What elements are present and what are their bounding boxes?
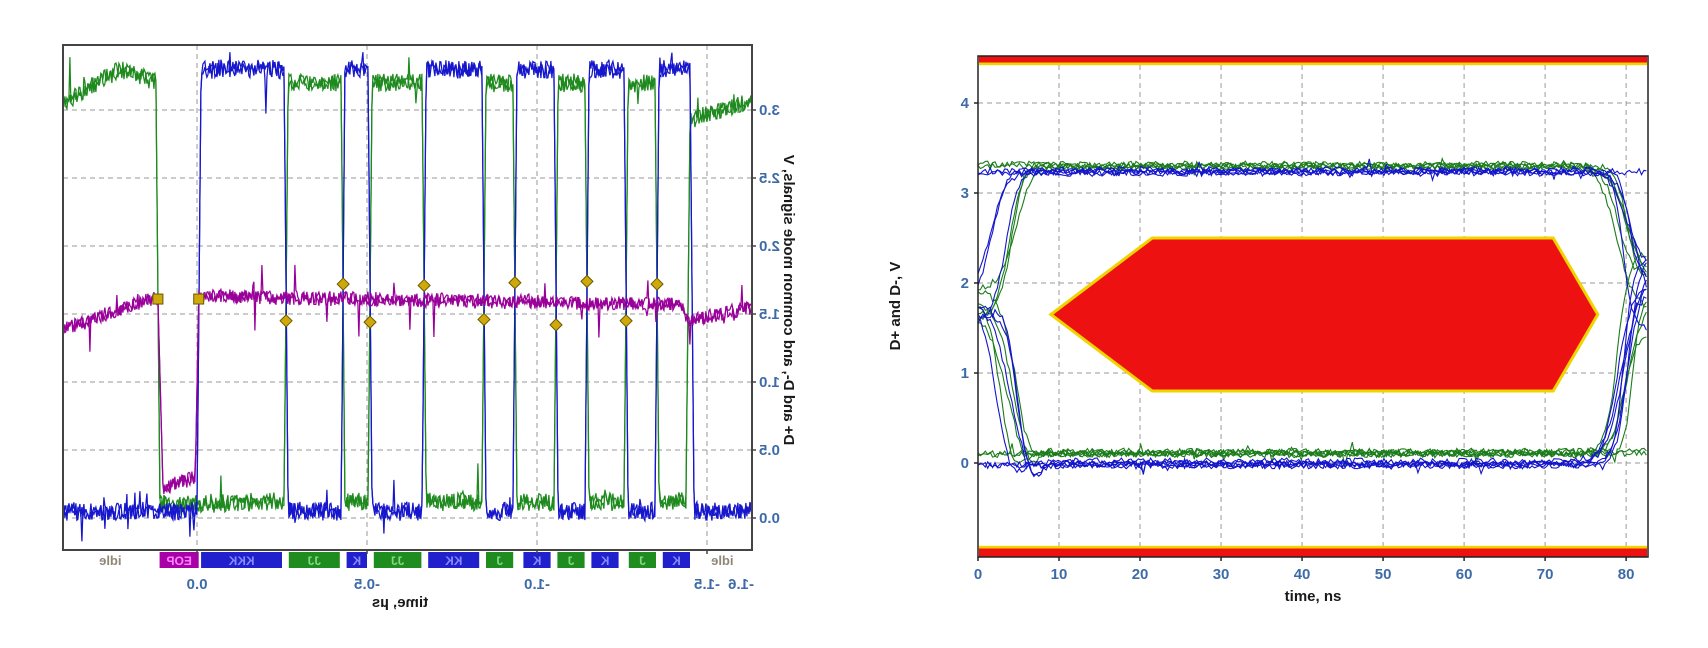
segment-box <box>591 552 619 568</box>
eye-mask-hexagon <box>1048 236 1600 393</box>
segment-box <box>628 552 656 568</box>
segment-label: K <box>352 554 361 568</box>
transition-diamond-marker <box>336 277 350 291</box>
x-tick-label: 40 <box>1294 566 1311 583</box>
x-tick-label: 50 <box>1375 566 1392 583</box>
y-tick-label: 1 <box>961 365 969 382</box>
x-tick-label: 0 <box>974 566 982 583</box>
usb-packet-chart: idle K J K J K J KK JJ K JJ KKK EOP idle 0.0 -0.5 -1.0 -1… <box>0 0 800 648</box>
transition-diamond-marker <box>580 274 594 289</box>
y-tick-label: 2.0 <box>759 238 780 255</box>
usb-eye-chart: 0 10 20 30 40 50 60 70 80 0 1 2 3 4 time, ns D+ and D… <box>880 0 1708 648</box>
left-y-axis-title: D+ and D-, and common mode signals, V <box>780 155 797 445</box>
y-tick-label: 0.5 <box>759 442 780 459</box>
eye-trace-blue <box>978 158 1647 278</box>
transition-diamond-marker <box>650 277 664 291</box>
y-tick-label: 1.5 <box>759 306 780 323</box>
right-y-axis-title: D+ and D-, V <box>887 262 904 351</box>
left-x-axis-title: time, µs <box>372 594 428 611</box>
segment-box <box>523 552 551 568</box>
y-tick-label: 0.0 <box>759 510 780 527</box>
x-tick-label: 10 <box>1051 566 1068 583</box>
segment-label-idle: idle <box>711 553 733 568</box>
segment-label: K <box>532 554 541 568</box>
transition-diamond-marker <box>477 312 491 327</box>
x-tick-label: 70 <box>1537 566 1554 583</box>
eye-trace-green <box>978 161 1647 321</box>
segment-box <box>288 552 340 568</box>
y-tick-label: 0 <box>961 455 969 472</box>
x-tick-label: 0.0 <box>187 576 208 593</box>
transition-diamond-marker <box>363 315 377 329</box>
x-tick-label: 30 <box>1213 566 1230 583</box>
segment-label-idle: idle <box>99 553 121 568</box>
eop-square-marker <box>193 293 205 305</box>
waveform-traces <box>63 52 752 542</box>
eye-trace-green <box>978 290 1647 458</box>
segment-label: K <box>600 554 609 568</box>
transition-diamond-marker <box>619 314 633 328</box>
segment-box <box>373 552 422 568</box>
segment-box <box>428 552 480 568</box>
segment-label: JJ <box>308 554 321 568</box>
x-tick-label: -0.5 <box>354 576 380 593</box>
y-tick-label: 4 <box>961 95 970 112</box>
eye-trace-blue <box>978 296 1647 476</box>
x-tick-label: 80 <box>1618 566 1635 583</box>
segment-label: J <box>639 554 646 568</box>
x-tick-label: -1.5 <box>694 576 720 593</box>
x-corner-tick-label: -1.6 <box>728 576 754 593</box>
segment-box <box>557 552 585 568</box>
eye-trace-blue <box>978 167 1647 286</box>
eye-traces <box>978 156 1647 478</box>
transition-diamond-marker <box>549 318 563 332</box>
y-tick-label: 1.0 <box>759 374 780 391</box>
plot-frame <box>977 55 1649 558</box>
transition-diamond-marker <box>417 278 431 293</box>
segment-label: EOP <box>166 554 191 568</box>
plot-frame <box>62 44 753 551</box>
segment-box <box>662 552 690 568</box>
segment-box <box>486 552 514 568</box>
segment-box <box>346 552 367 568</box>
eye-trace-green <box>978 251 1647 465</box>
eop-square-marker <box>152 293 164 305</box>
x-tick-label: 20 <box>1132 566 1149 583</box>
segment-label: KK <box>445 554 463 568</box>
segment-label: J <box>568 554 575 568</box>
right-x-axis-title: time, ns <box>1285 588 1342 605</box>
y-tick-label: 3.0 <box>759 102 780 119</box>
transition-diamond-marker <box>279 314 293 328</box>
x-tick-label: -1.0 <box>524 576 550 593</box>
segment-label: K <box>672 554 681 568</box>
y-tick-label: 2 <box>961 275 969 292</box>
usb-packet-plot: idle K J K J K J KK JJ K JJ KKK EOP idle 0.0 -0.5 -1.0 -1… <box>62 44 797 611</box>
usb-eye-plot: 0 10 20 30 40 50 60 70 80 0 1 2 3 4 time, ns D+ and D… <box>887 55 1649 605</box>
transition-diamond-marker <box>508 276 522 290</box>
x-tick-label: 60 <box>1456 566 1473 583</box>
y-tick-label: 2.5 <box>759 170 780 187</box>
segment-box <box>201 552 282 568</box>
segment-label: KKK <box>228 554 254 568</box>
y-tick-label: 3 <box>961 185 969 202</box>
segment-label: J <box>496 554 503 568</box>
segment-label: JJ <box>391 554 404 568</box>
eye-trace-blue <box>978 279 1647 474</box>
segment-box <box>159 552 199 568</box>
